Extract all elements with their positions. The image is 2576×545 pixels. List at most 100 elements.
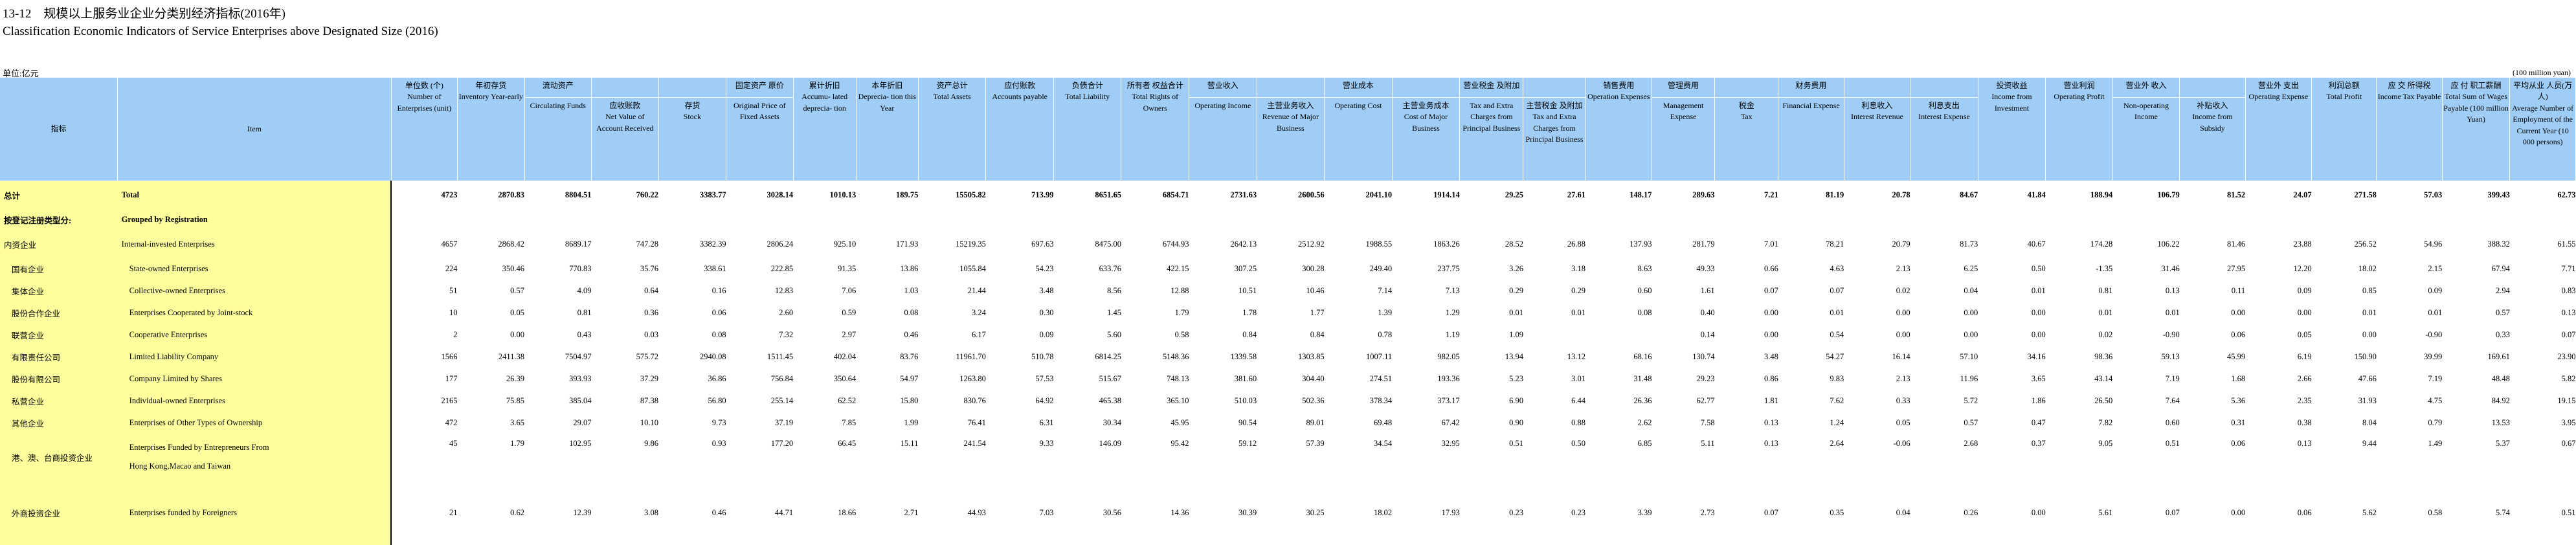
- table-cell: 61.55: [2510, 230, 2576, 258]
- table-cell: 0.00: [1978, 302, 2046, 324]
- table-cell: [726, 208, 794, 230]
- table-cell: 1.19: [1392, 324, 1460, 346]
- table-cell: 17.93: [1392, 480, 1460, 545]
- table-cell: 0.84: [1189, 324, 1257, 346]
- table-cell: 3028.14: [726, 181, 794, 209]
- table-cell: 2940.08: [658, 346, 726, 368]
- header-average-employment: 平均从业 人员(万人)Average Number of Employment …: [2510, 78, 2576, 181]
- table-cell: 8.63: [1585, 258, 1652, 280]
- table-cell: 5.62: [2312, 480, 2377, 545]
- table-cell: 95.42: [1121, 434, 1189, 480]
- row-label-en: Enterprises funded by Foreigners: [118, 480, 391, 545]
- table-cell: 2.35: [2245, 390, 2311, 412]
- table-cell: 0.50: [1523, 434, 1585, 480]
- table-cell: [2112, 208, 2180, 230]
- table-cell: 0.13: [1715, 434, 1778, 480]
- table-cell: 0.37: [1978, 434, 2046, 480]
- table-cell: 29.23: [1652, 368, 1714, 390]
- table-cell: 174.28: [2046, 230, 2113, 258]
- table-cell: 0.88: [1523, 412, 1585, 434]
- table-cell: 56.80: [658, 390, 726, 412]
- table-cell: 1339.58: [1189, 346, 1257, 368]
- table-cell: 91.35: [793, 258, 856, 280]
- table-cell: 9.05: [2046, 434, 2113, 480]
- table-title-cn: 13-12 规模以上服务业企业分类别经济指标(2016年): [3, 4, 286, 21]
- table-cell: 385.04: [524, 390, 592, 412]
- table-cell: 81.52: [2180, 181, 2245, 209]
- table-cell: 0.90: [1460, 412, 1523, 434]
- table-cell: 713.99: [986, 181, 1054, 209]
- table-cell: 8651.65: [1053, 181, 1121, 209]
- table-cell: 29.07: [524, 412, 592, 434]
- row-label-cn: 集体企业: [0, 280, 118, 302]
- table-cell: 0.00: [2245, 302, 2311, 324]
- table-cell: 6.85: [1585, 434, 1652, 480]
- table-cell: 2.64: [1778, 434, 1844, 480]
- table-cell: 146.09: [1053, 434, 1121, 480]
- table-cell: 84.92: [2442, 390, 2510, 412]
- table-cell: 30.56: [1053, 480, 1121, 545]
- table-title-en: Classification Economic Indicators of Se…: [3, 25, 438, 39]
- table-cell: 3.65: [458, 412, 525, 434]
- table-cell: 148.17: [1585, 181, 1652, 209]
- table-cell: 281.79: [1652, 230, 1714, 258]
- table-cell: [1585, 208, 1652, 230]
- table-cell: 31.48: [1585, 368, 1652, 390]
- table-cell: 0.00: [1910, 302, 1978, 324]
- table-cell: 465.38: [1053, 390, 1121, 412]
- table-cell: 171.93: [856, 230, 918, 258]
- table-cell: 1988.55: [1325, 230, 1393, 258]
- table-cell: 3.01: [1523, 368, 1585, 390]
- table-cell: 300.28: [1257, 258, 1325, 280]
- table-cell: 7.19: [2112, 368, 2180, 390]
- table-cell: 1.39: [1325, 302, 1393, 324]
- table-cell: 0.06: [2245, 480, 2311, 545]
- row-label-cn: 港、澳、台商投资企业: [0, 434, 118, 480]
- table-cell: 0.00: [2312, 324, 2377, 346]
- row-label-en: Grouped by Registration: [118, 208, 391, 230]
- table-cell: 41.84: [1978, 181, 2046, 209]
- table-cell: 0.33: [2442, 324, 2510, 346]
- header-item: Item: [118, 78, 391, 181]
- table-cell: 83.76: [856, 346, 918, 368]
- table-cell: 45: [391, 434, 457, 480]
- table-cell: 0.31: [2180, 412, 2245, 434]
- row-label-cn: 有限责任公司: [0, 346, 118, 368]
- table-cell: 2: [391, 324, 457, 346]
- table-cell: [458, 208, 525, 230]
- table-cell: 64.92: [986, 390, 1054, 412]
- table-cell: 3.18: [1523, 258, 1585, 280]
- table-cell: 0.60: [2112, 412, 2180, 434]
- table-cell: 0.00: [2180, 480, 2245, 545]
- header-circulating-funds-en: Circulating Funds: [524, 98, 592, 181]
- table-cell: 35.76: [592, 258, 659, 280]
- table-cell: 44.71: [726, 480, 794, 545]
- table-cell: 59.12: [1189, 434, 1257, 480]
- table-cell: 30.34: [1053, 412, 1121, 434]
- table-cell: 0.01: [1523, 302, 1585, 324]
- table-cell: 7504.97: [524, 346, 592, 368]
- table-cell: 169.61: [2442, 346, 2510, 368]
- table-cell: 81.73: [1910, 230, 1978, 258]
- table-cell: 12.83: [726, 280, 794, 302]
- table-cell: 0.36: [592, 302, 659, 324]
- table-cell: 62.77: [1652, 390, 1714, 412]
- table-cell: 51: [391, 280, 457, 302]
- row-label-cn: 联营企业: [0, 324, 118, 346]
- table-cell: 59.13: [2112, 346, 2180, 368]
- table-cell: 9.86: [592, 434, 659, 480]
- table-cell: 0.51: [2510, 480, 2576, 545]
- table-cell: 81.46: [2180, 230, 2245, 258]
- table-cell: [793, 208, 856, 230]
- header-non-operating-income: 营业外 收入: [2112, 78, 2180, 98]
- table-cell: 0.29: [1523, 280, 1585, 302]
- table-cell: 1.79: [458, 434, 525, 480]
- table-cell: 2.13: [1844, 258, 1910, 280]
- table-cell: [1392, 208, 1460, 230]
- table-cell: 1.68: [2180, 368, 2245, 390]
- table-cell: 8.04: [2312, 412, 2377, 434]
- table-cell: 0.01: [1978, 280, 2046, 302]
- table-cell: 32.95: [1392, 434, 1460, 480]
